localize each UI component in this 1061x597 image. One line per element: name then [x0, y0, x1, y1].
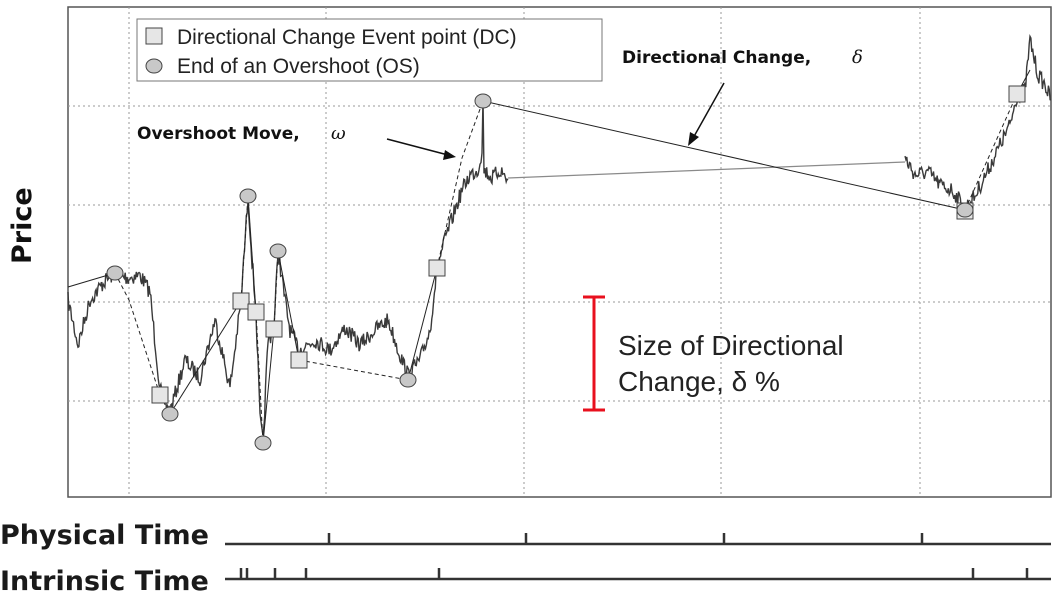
directional-change-solid-lines — [67, 69, 1031, 444]
physical-time-label: Physical Time — [0, 520, 209, 551]
os-marker — [239, 188, 257, 204]
os-marker — [956, 202, 974, 218]
os-marker — [106, 265, 124, 281]
intrinsic-time-axis — [225, 568, 1051, 581]
size-bar — [583, 295, 605, 412]
os-marker — [399, 372, 417, 388]
os-marker — [474, 93, 492, 109]
dc-marker — [265, 320, 283, 338]
legend-os-label: End of an Overshoot (OS) — [177, 55, 420, 78]
gap-connector-line — [507, 161, 906, 179]
os-marker — [254, 435, 272, 451]
legend-circle-icon — [145, 58, 163, 74]
delta-symbol: δ — [852, 47, 863, 68]
dc-arrow-head — [688, 132, 699, 146]
directional-change-annotation: Directional Change, — [622, 48, 811, 68]
os-arrow-line — [386, 138, 449, 156]
dc-marker — [232, 292, 250, 310]
os-markers — [106, 93, 974, 451]
legend-box — [136, 18, 603, 82]
dc-marker — [290, 351, 308, 369]
os-marker — [161, 406, 179, 422]
price-line-segment-2 — [904, 34, 1052, 212]
dc-marker — [428, 259, 446, 277]
omega-symbol: ω — [331, 123, 346, 144]
dc-marker — [247, 303, 265, 321]
y-axis-label: Price — [7, 187, 38, 264]
legend-dc-label: Directional Change Event point (DC) — [177, 26, 517, 49]
intrinsic-time-label: Intrinsic Time — [0, 566, 209, 597]
dc-marker — [1008, 85, 1026, 103]
legend-square-icon — [145, 27, 163, 45]
physical-time-axis — [225, 533, 1051, 546]
size-label-line2: Change, δ % — [618, 366, 780, 397]
legend: Directional Change Event point (DC) End … — [136, 18, 603, 82]
plot-frame — [67, 6, 1052, 498]
overshoot-move-annotation: Overshoot Move, — [137, 124, 300, 144]
price-series — [67, 34, 1052, 436]
dc-arrow-line — [691, 82, 725, 141]
os-marker — [269, 243, 287, 259]
os-arrow-head — [443, 150, 456, 160]
size-label-line1: Size of Directional — [618, 330, 844, 361]
price-line-segment-1 — [67, 97, 509, 436]
dc-marker — [151, 386, 169, 404]
